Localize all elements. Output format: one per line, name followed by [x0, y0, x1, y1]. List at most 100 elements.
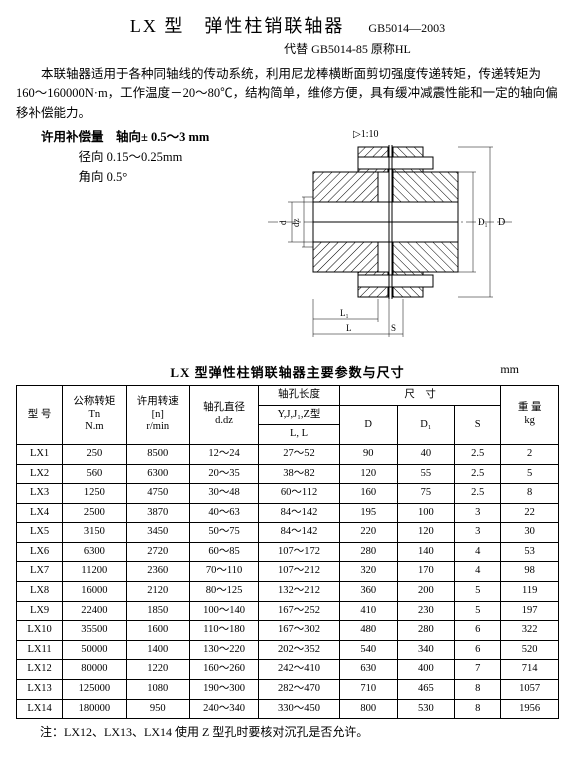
- standard-code: GB5014—2003: [368, 21, 445, 36]
- th-dim: 尺 寸: [339, 386, 500, 406]
- table-cell: 322: [501, 621, 559, 641]
- table-row: LX66300272060～85107～172280140453: [17, 542, 559, 562]
- table-cell: 6: [455, 640, 501, 660]
- table-cell: LX14: [17, 699, 63, 719]
- table-cell: 170: [397, 562, 455, 582]
- table-cell: 132～212: [259, 582, 340, 602]
- table-cell: 1850: [126, 601, 189, 621]
- table-cell: 3870: [126, 503, 189, 523]
- table-cell: 120: [339, 464, 397, 484]
- table-row: LX14180000950240～340330～45080053081956: [17, 699, 559, 719]
- table-cell: 100: [397, 503, 455, 523]
- dim-dz: dz: [291, 219, 301, 228]
- table-cell: LX7: [17, 562, 63, 582]
- table-cell: 60～112: [259, 484, 340, 504]
- table-cell: 230: [397, 601, 455, 621]
- table-cell: 1400: [126, 640, 189, 660]
- table-cell: 2360: [126, 562, 189, 582]
- table-cell: 50～75: [189, 523, 258, 543]
- table-cell: LX6: [17, 542, 63, 562]
- table-row: LX11500001400130～220202～3525403406520: [17, 640, 559, 660]
- table-cell: 5: [501, 464, 559, 484]
- compensation-title: 许用补偿量 轴向± 0.5～3 mm: [16, 127, 216, 147]
- table-caption: LX 型弹性柱销联轴器主要参数与尺寸: [170, 362, 404, 381]
- table-cell: 80～125: [189, 582, 258, 602]
- table-cell: 1956: [501, 699, 559, 719]
- table-cell: 70～110: [189, 562, 258, 582]
- table-cell: LX3: [17, 484, 63, 504]
- table-cell: 1057: [501, 680, 559, 700]
- table-row: LX12800001220160～260242～4106304007714: [17, 660, 559, 680]
- table-cell: 465: [397, 680, 455, 700]
- table-cell: 98: [501, 562, 559, 582]
- th-D: D: [339, 405, 397, 444]
- th-yjz: Y,J,J₁,Z型: [259, 405, 340, 425]
- table-cell: 8: [455, 699, 501, 719]
- table-cell: 22: [501, 503, 559, 523]
- table-row: LX131250001080190～300282～47071046581057: [17, 680, 559, 700]
- table-row: LX2560630020～3538～82120552.55: [17, 464, 559, 484]
- table-cell: 5: [455, 582, 501, 602]
- table-cell: 540: [339, 640, 397, 660]
- table-cell: 950: [126, 699, 189, 719]
- table-cell: 12～24: [189, 444, 258, 464]
- table-cell: 125000: [63, 680, 126, 700]
- table-row: LX711200236070～110107～212320170498: [17, 562, 559, 582]
- table-cell: 30: [501, 523, 559, 543]
- table-cell: 630: [339, 660, 397, 680]
- th-shaftlen: 轴孔长度: [259, 386, 340, 406]
- table-cell: LX12: [17, 660, 63, 680]
- table-cell: 240～340: [189, 699, 258, 719]
- table-cell: 3450: [126, 523, 189, 543]
- th-D1: D₁: [397, 405, 455, 444]
- table-cell: 330～450: [259, 699, 340, 719]
- dim-D1: D₁: [478, 217, 488, 227]
- table-row: LX31250475030～4860～112160752.58: [17, 484, 559, 504]
- table-cell: 520: [501, 640, 559, 660]
- table-cell: 3: [455, 503, 501, 523]
- table-cell: 27～52: [259, 444, 340, 464]
- taper-label: ▷1:10: [353, 129, 378, 140]
- table-cell: 50000: [63, 640, 126, 660]
- table-row: LX9224001850100～140167～2524102305197: [17, 601, 559, 621]
- table-row: LX42500387040～6384～142195100322: [17, 503, 559, 523]
- table-cell: LX11: [17, 640, 63, 660]
- table-cell: 38～82: [259, 464, 340, 484]
- table-cell: 20～35: [189, 464, 258, 484]
- table-cell: 160～260: [189, 660, 258, 680]
- dim-S: S: [391, 323, 396, 333]
- table-cell: 22400: [63, 601, 126, 621]
- table-cell: 35500: [63, 621, 126, 641]
- table-cell: 80000: [63, 660, 126, 680]
- table-cell: 200: [397, 582, 455, 602]
- table-cell: LX9: [17, 601, 63, 621]
- th-LL: L, L: [259, 425, 340, 445]
- table-cell: 340: [397, 640, 455, 660]
- table-cell: 40～63: [189, 503, 258, 523]
- table-cell: 197: [501, 601, 559, 621]
- table-cell: 360: [339, 582, 397, 602]
- table-cell: 167～302: [259, 621, 340, 641]
- dim-L1: L₁: [340, 308, 349, 318]
- table-cell: 107～212: [259, 562, 340, 582]
- table-cell: 1080: [126, 680, 189, 700]
- compensation-radial: 径向 0.15～0.25mm: [16, 147, 216, 167]
- table-cell: 16000: [63, 582, 126, 602]
- table-cell: 40: [397, 444, 455, 464]
- table-cell: 220: [339, 523, 397, 543]
- table-cell: 2.5: [455, 444, 501, 464]
- table-cell: 560: [63, 464, 126, 484]
- table-cell: 4: [455, 562, 501, 582]
- dim-L: L: [346, 323, 352, 333]
- table-row: LX10355001600110～180167～3024802806322: [17, 621, 559, 641]
- table-cell: 2.5: [455, 484, 501, 504]
- table-cell: 1250: [63, 484, 126, 504]
- table-cell: 6: [455, 621, 501, 641]
- table-cell: 55: [397, 464, 455, 484]
- table-cell: LX13: [17, 680, 63, 700]
- table-cell: 8500: [126, 444, 189, 464]
- th-dia: 轴孔直径 d.dz: [189, 386, 258, 445]
- table-cell: 190～300: [189, 680, 258, 700]
- table-body: LX1250850012～2427～5290402.52LX2560630020…: [17, 444, 559, 718]
- table-cell: 4750: [126, 484, 189, 504]
